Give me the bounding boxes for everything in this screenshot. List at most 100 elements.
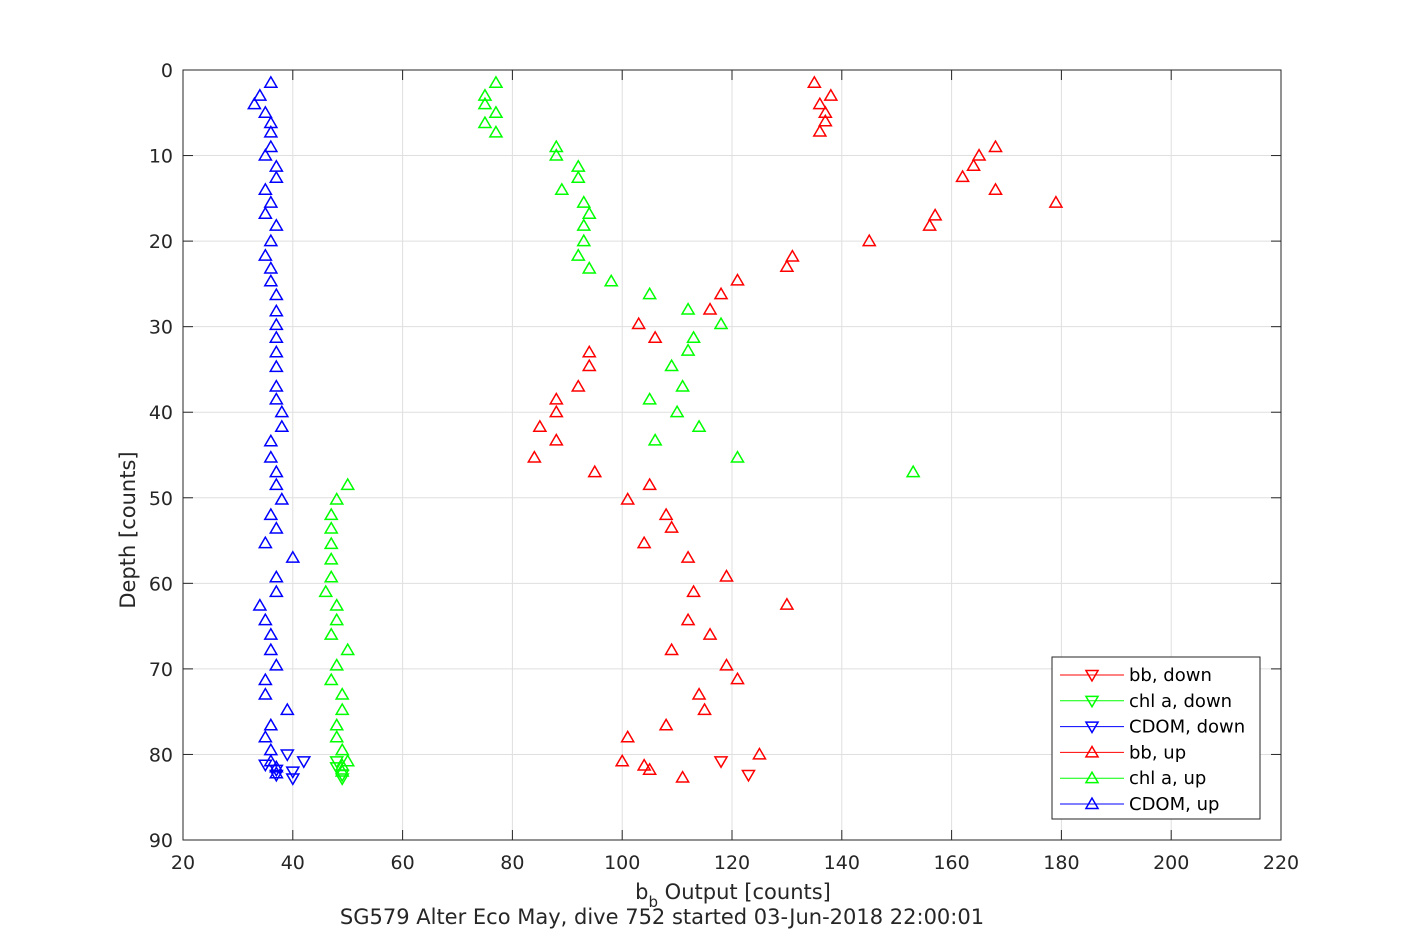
x-tick-label: 160	[933, 852, 969, 874]
series-cdom-up	[247, 75, 301, 779]
data-point	[296, 756, 312, 769]
data-point	[285, 766, 301, 779]
data-point	[340, 477, 356, 491]
data-point	[323, 627, 339, 640]
series-bb-up	[527, 75, 1064, 783]
data-point	[257, 182, 273, 195]
data-point	[263, 75, 279, 89]
x-tick-label: 40	[281, 852, 305, 874]
x-axis-label-subscript: b	[648, 893, 658, 911]
data-point	[329, 612, 345, 626]
data-point	[647, 330, 663, 343]
data-point	[340, 753, 356, 767]
data-point	[323, 551, 339, 565]
data-point	[252, 88, 268, 101]
data-point	[647, 433, 663, 446]
data-point	[636, 535, 652, 549]
data-point	[631, 316, 647, 330]
data-point	[680, 550, 696, 563]
data-point	[340, 642, 356, 656]
data-point	[971, 148, 987, 161]
data-point	[279, 702, 295, 716]
data-point	[263, 717, 279, 731]
data-point	[576, 195, 592, 208]
x-tick-label: 200	[1153, 852, 1189, 874]
data-point	[334, 742, 350, 756]
data-point	[268, 521, 284, 534]
data-point	[554, 182, 570, 195]
data-point	[927, 208, 943, 221]
data-point	[263, 125, 279, 138]
data-point	[268, 344, 284, 358]
data-point	[581, 358, 597, 372]
data-point	[263, 507, 279, 521]
data-point	[620, 492, 636, 505]
data-point	[741, 769, 756, 783]
legend-label: bb, up	[1129, 742, 1186, 763]
data-point	[268, 769, 284, 783]
data-point	[812, 96, 828, 110]
data-point	[719, 569, 734, 582]
legend-entry: bb, up	[1060, 742, 1186, 763]
data-point	[675, 379, 690, 392]
data-point	[713, 286, 729, 300]
data-point	[548, 148, 564, 161]
y-tick-label: 70	[149, 659, 173, 681]
y-tick-label: 20	[149, 231, 173, 253]
data-point	[323, 569, 339, 583]
data-point	[785, 249, 800, 262]
data-point	[548, 139, 564, 153]
data-point	[334, 773, 350, 786]
data-point	[905, 464, 921, 478]
data-point	[922, 218, 937, 231]
data-point	[263, 433, 279, 447]
data-point	[680, 302, 696, 315]
data-point	[570, 379, 586, 392]
data-point	[329, 717, 345, 731]
data-point	[477, 88, 493, 101]
data-point	[691, 687, 707, 700]
y-tick-label: 90	[149, 830, 173, 852]
data-point	[274, 492, 290, 505]
data-point	[1048, 195, 1064, 208]
data-point	[263, 233, 279, 247]
data-point	[642, 286, 658, 300]
data-point	[257, 148, 273, 161]
data-point	[268, 477, 284, 491]
axis-ticks: 20 40 60 80 100 120 140 160 180 200 220 0 10 20 30 40 50…	[149, 60, 1299, 874]
legend-marker	[1084, 744, 1100, 758]
data-point	[603, 273, 619, 287]
y-tick-label: 80	[149, 744, 173, 766]
data-point	[548, 433, 564, 446]
data-point	[285, 773, 301, 786]
legend-marker	[1084, 721, 1100, 735]
data-point	[334, 758, 350, 771]
legend-label: CDOM, down	[1129, 717, 1245, 738]
data-point	[488, 125, 504, 138]
data-point	[268, 391, 284, 405]
data-point	[669, 404, 685, 418]
data-point	[702, 627, 718, 640]
data-point	[263, 261, 279, 274]
legend-label: CDOM, up	[1129, 794, 1219, 815]
data-point	[570, 170, 586, 184]
data-point	[719, 658, 734, 671]
x-tick-label: 60	[391, 852, 415, 874]
x-tick-label: 220	[1263, 852, 1299, 874]
data-point	[548, 404, 564, 418]
x-tick-label: 20	[171, 852, 195, 874]
data-point	[247, 96, 262, 110]
data-point	[268, 759, 284, 773]
legend-marker	[1084, 796, 1100, 810]
data-point	[532, 419, 548, 432]
legend: bb, down chl a, down CDOM, down bb, up chl a…	[1051, 656, 1261, 820]
data-point	[323, 507, 339, 521]
data-point	[581, 344, 597, 358]
data-point	[323, 521, 339, 534]
data-point	[279, 749, 295, 762]
data-point	[587, 464, 603, 478]
data-point	[861, 233, 877, 247]
data-point	[664, 642, 679, 656]
data-point	[642, 391, 658, 405]
data-point	[686, 584, 701, 598]
